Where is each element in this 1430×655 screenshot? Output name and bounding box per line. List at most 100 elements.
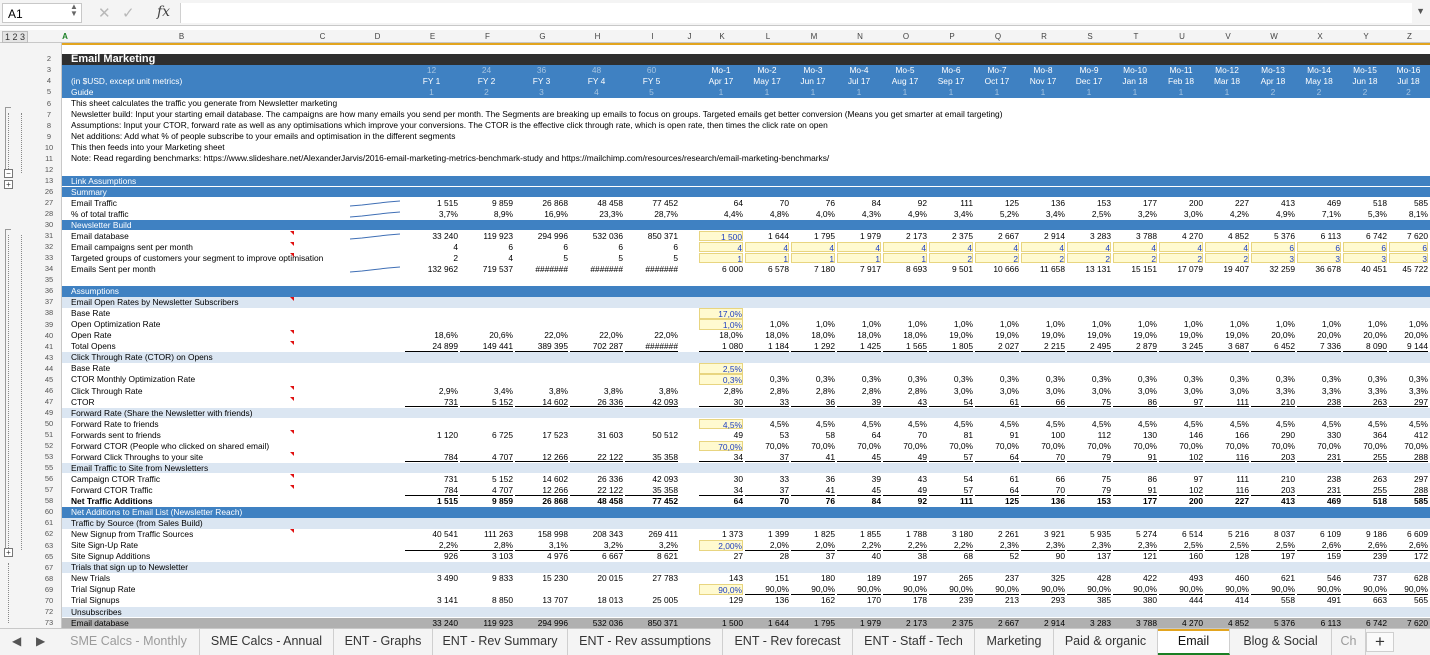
row-header-50[interactable]: 50 <box>44 418 54 428</box>
cell-l27[interactable]: 70 <box>779 197 789 208</box>
cell-p52[interactable]: 70,0% <box>949 440 973 451</box>
cell-z56[interactable]: 297 <box>1414 473 1428 484</box>
cell-w4[interactable]: Apr 18 <box>1260 76 1286 87</box>
row-header-8[interactable]: 8 <box>46 120 52 130</box>
cell-l69[interactable]: 90,0% <box>745 584 789 595</box>
cell-w56[interactable]: 210 <box>1281 473 1295 484</box>
cell-r56[interactable]: 66 <box>1055 473 1065 484</box>
cell-o39[interactable]: 1,0% <box>907 319 927 330</box>
cell-i32[interactable]: 6 <box>673 241 678 252</box>
cell-r65[interactable]: 90 <box>1055 551 1065 562</box>
cell-v73[interactable]: 4 852 <box>1228 617 1249 628</box>
cell-b39[interactable]: Open Optimization Rate <box>71 319 161 330</box>
cell-k51[interactable]: 49 <box>733 429 743 440</box>
row-header-33[interactable]: 33 <box>44 253 54 263</box>
cell-e56[interactable]: 731 <box>444 473 458 484</box>
row-header-10[interactable]: 10 <box>44 142 54 152</box>
cell-k63[interactable]: 2,00% <box>699 540 743 551</box>
cell-f34[interactable]: 719 537 <box>482 263 513 274</box>
cell-k58[interactable]: 64 <box>733 496 743 506</box>
cell-x62[interactable]: 6 109 <box>1320 529 1341 540</box>
cell-u58[interactable]: 200 <box>1189 496 1203 506</box>
cell-u56[interactable]: 97 <box>1193 473 1203 484</box>
cell-n41[interactable]: 1 425 <box>837 341 881 352</box>
cell-t50[interactable]: 4,5% <box>1137 418 1157 429</box>
cell-y58[interactable]: 518 <box>1373 496 1387 506</box>
cell-f58[interactable]: 9 859 <box>492 496 513 506</box>
cell-g62[interactable]: 158 998 <box>537 529 568 540</box>
cell-i3[interactable]: 60 <box>646 65 657 76</box>
row-header-43[interactable]: 43 <box>44 352 54 362</box>
cell-k65[interactable]: 27 <box>733 551 743 562</box>
cell-q28[interactable]: 5,2% <box>999 208 1019 219</box>
cell-n50[interactable]: 4,5% <box>861 418 881 429</box>
cell-u70[interactable]: 444 <box>1189 595 1203 606</box>
cell-l52[interactable]: 70,0% <box>765 440 789 451</box>
cell-q32[interactable]: 4 <box>975 241 1019 253</box>
cell-z32[interactable]: 6 <box>1389 241 1428 253</box>
cell-n34[interactable]: 7 917 <box>860 263 881 274</box>
row-header-5[interactable]: 5 <box>46 87 52 97</box>
cell-g53[interactable]: 12 266 <box>515 452 568 463</box>
cell-u47[interactable]: 97 <box>1159 397 1203 408</box>
row-header-37[interactable]: 37 <box>44 297 54 307</box>
cell-k69[interactable]: 90,0% <box>699 584 743 595</box>
cell-u63[interactable]: 2,5% <box>1159 540 1203 551</box>
cell-r34[interactable]: 11 658 <box>1040 263 1065 274</box>
cell-x68[interactable]: 546 <box>1327 573 1341 584</box>
row-header-73[interactable]: 73 <box>44 617 54 627</box>
cell-b26[interactable]: Summary <box>71 186 107 197</box>
cell-z45[interactable]: 0,3% <box>1408 374 1428 385</box>
cell-y5[interactable]: 2 <box>1362 87 1368 98</box>
cell-s57[interactable]: 79 <box>1067 485 1111 496</box>
cell-x47[interactable]: 238 <box>1297 397 1341 408</box>
cell-m68[interactable]: 180 <box>821 573 835 584</box>
cell-l3[interactable]: Mo-2 <box>757 65 777 76</box>
cell-x46[interactable]: 3,3% <box>1321 385 1341 396</box>
expand-group-icon[interactable]: + <box>4 548 13 557</box>
cell-t3[interactable]: Mo-10 <box>1123 65 1147 76</box>
cell-w57[interactable]: 203 <box>1251 485 1295 496</box>
column-header-b[interactable]: B <box>178 32 185 41</box>
cell-z53[interactable]: 288 <box>1389 452 1428 463</box>
outline-level-buttons[interactable]: 1 2 3 <box>2 31 29 43</box>
cell-k3[interactable]: Mo-1 <box>711 65 731 76</box>
add-sheet-button[interactable]: + <box>1366 632 1394 652</box>
column-header-y[interactable]: Y <box>1363 32 1369 41</box>
cell-n33[interactable]: 1 <box>837 252 881 264</box>
cell-t57[interactable]: 91 <box>1113 485 1157 496</box>
cell-p41[interactable]: 1 805 <box>929 341 973 352</box>
cell-h33[interactable]: 5 <box>618 252 623 263</box>
cell-z70[interactable]: 565 <box>1414 595 1428 606</box>
cell-h34[interactable]: ####### <box>590 263 623 274</box>
cell-l65[interactable]: 28 <box>779 551 789 562</box>
row-header-36[interactable]: 36 <box>44 286 54 296</box>
cell-b9[interactable]: Net additions: Add what % of people subs… <box>71 131 456 142</box>
column-header-c[interactable]: C <box>319 32 326 41</box>
cell-x31[interactable]: 6 113 <box>1320 230 1341 241</box>
sheet-tab-sme-calcs-annual[interactable]: SME Calcs - Annual <box>200 629 334 655</box>
cell-t40[interactable]: 19,0% <box>1133 330 1157 341</box>
cell-e68[interactable]: 3 490 <box>437 573 458 584</box>
row-header-30[interactable]: 30 <box>44 220 54 230</box>
row-header-27[interactable]: 27 <box>44 197 54 207</box>
cell-i65[interactable]: 8 621 <box>657 551 678 562</box>
cell-q56[interactable]: 61 <box>1009 473 1019 484</box>
column-header-k[interactable]: K <box>719 32 725 41</box>
cell-k46[interactable]: 2,8% <box>723 385 743 396</box>
cell-v47[interactable]: 111 <box>1205 397 1249 408</box>
cell-y27[interactable]: 518 <box>1373 197 1387 208</box>
cell-s27[interactable]: 153 <box>1097 197 1111 208</box>
confirm-icon[interactable]: ✓ <box>122 5 135 22</box>
cell-x3[interactable]: Mo-14 <box>1307 65 1331 76</box>
cell-k62[interactable]: 1 373 <box>722 529 743 540</box>
cell-x4[interactable]: May 18 <box>1305 76 1333 87</box>
cell-q73[interactable]: 2 667 <box>998 617 1019 628</box>
cell-m34[interactable]: 7 180 <box>814 263 835 274</box>
cell-b52[interactable]: Forward CTOR (People who clicked on shar… <box>71 440 270 451</box>
cell-y46[interactable]: 3,3% <box>1367 385 1387 396</box>
sheet-tab-ent-rev-forecast[interactable]: ENT - Rev forecast <box>723 629 853 655</box>
cell-z73[interactable]: 7 620 <box>1407 617 1428 628</box>
collapse-group-icon[interactable]: − <box>4 169 13 178</box>
cell-v41[interactable]: 3 687 <box>1205 341 1249 352</box>
